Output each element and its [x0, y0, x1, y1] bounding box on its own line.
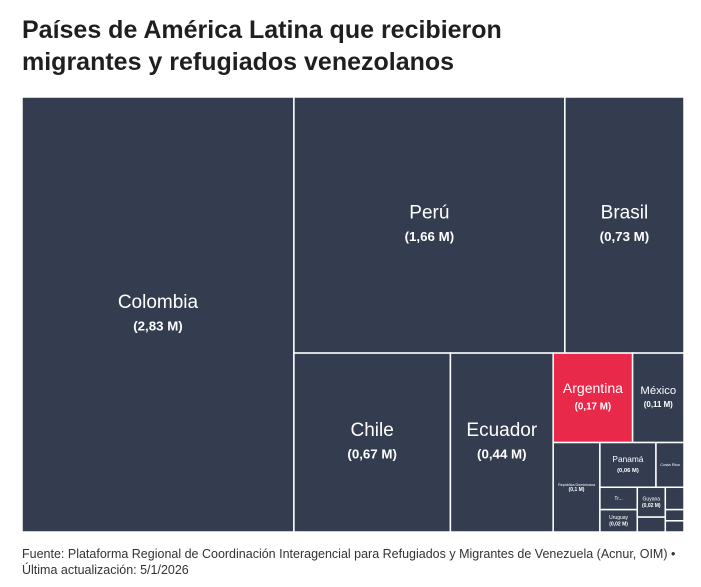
value-label: (2,83 M): [133, 318, 183, 333]
source-note: Fuente: Plataforma Regional de Coordinac…: [22, 547, 676, 577]
tile: [664, 508, 685, 522]
tile-label: Uruguay: [609, 515, 628, 521]
tile: [599, 441, 657, 489]
chart-title: Países de América Latina que recibieron …: [22, 16, 502, 76]
tile-label: Ecuador: [466, 420, 537, 441]
tile-label: Argentina: [563, 380, 623, 396]
tile: [293, 96, 566, 354]
value-label: (0,73 M): [600, 229, 650, 244]
tile: [664, 486, 685, 511]
tile: [664, 520, 685, 533]
value-label: (0,06 M): [617, 468, 639, 474]
value-label: (0,02 M): [642, 503, 661, 509]
tile-label: México: [640, 385, 676, 397]
tile: [636, 516, 667, 533]
value-label: (0,44 M): [477, 446, 527, 461]
tile-label: Guyana: [643, 497, 661, 503]
tile: [631, 352, 685, 444]
value-label: (0,11 M): [644, 400, 673, 409]
tile: [449, 352, 554, 533]
tile: [655, 441, 685, 489]
value-label: (0,1 M): [569, 487, 585, 493]
value-label: (1,66 M): [405, 229, 455, 244]
tile-label: Brasil: [601, 203, 649, 224]
chart: Colombia (2,83 M) Perú (1,66 M) Brasil (0,73 …: [21, 96, 685, 533]
tile-label: Colombia: [118, 292, 199, 313]
value-label: (0,17 M): [575, 402, 612, 413]
tile-label: Chile: [351, 420, 394, 441]
value-label: (0,02 M): [609, 521, 628, 527]
tile-label: Perú: [409, 203, 449, 224]
tile: [21, 96, 295, 533]
tile: [564, 96, 685, 354]
tile-label: Tr...: [614, 496, 622, 502]
tile: [552, 352, 634, 444]
tile-label: Costa Rica: [660, 462, 680, 467]
tile: [293, 352, 452, 533]
tile-label: República Dominicana: [558, 483, 596, 487]
tile: [552, 441, 601, 533]
tile-label: Panamá: [612, 454, 643, 464]
value-label: (0,67 M): [347, 446, 397, 461]
